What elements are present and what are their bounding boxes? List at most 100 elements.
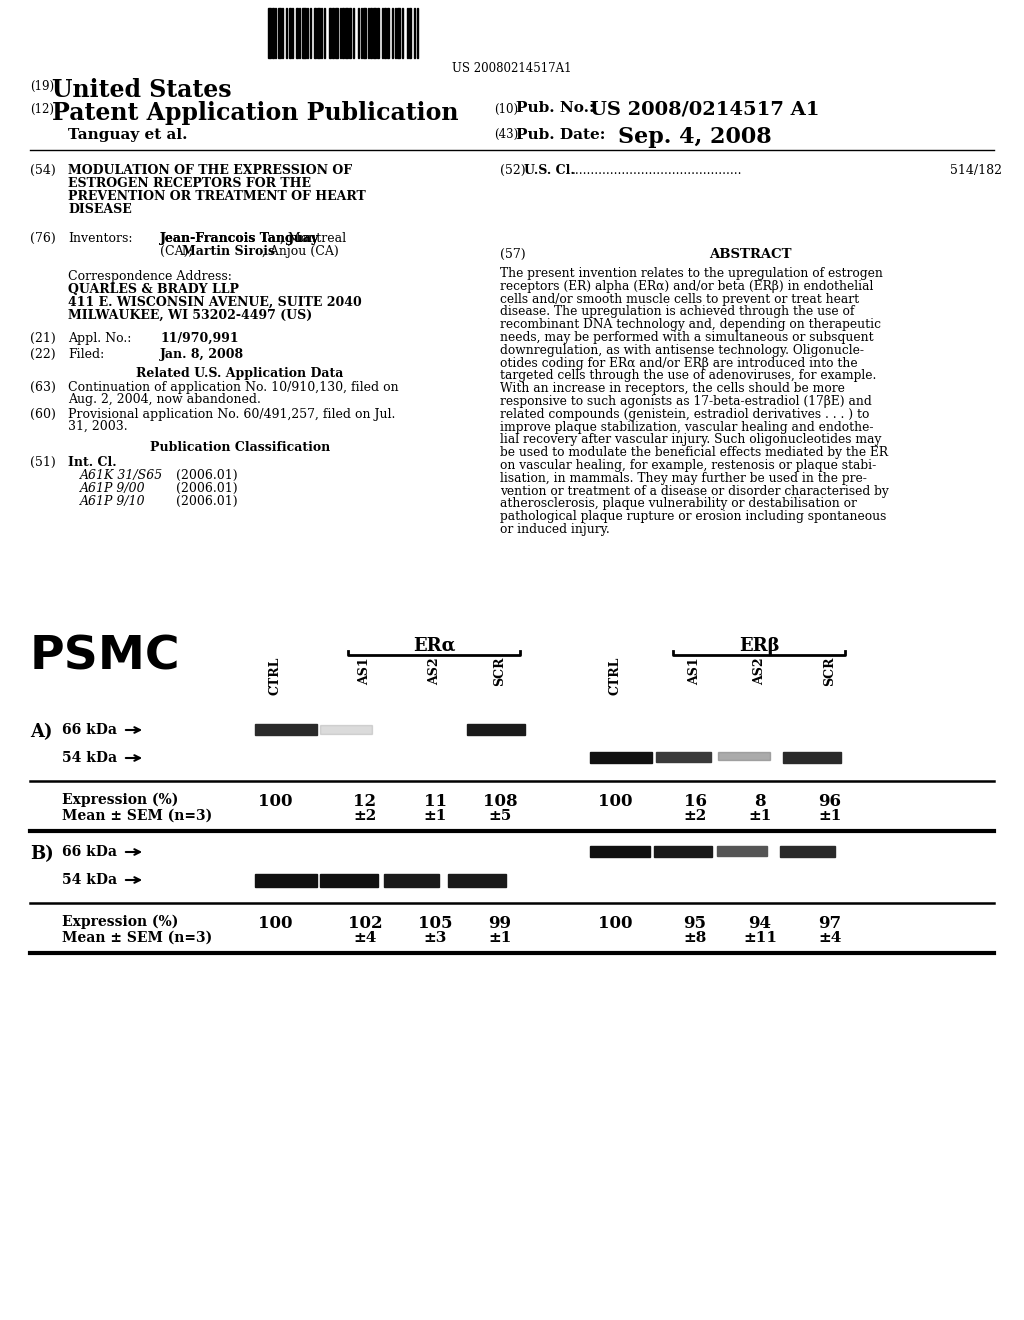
Text: 66 kDa: 66 kDa	[62, 723, 117, 737]
Text: ±4: ±4	[353, 931, 377, 945]
Text: United States: United States	[52, 78, 231, 102]
Bar	[329, 8, 331, 58]
Text: ±1: ±1	[423, 809, 446, 822]
Bar	[255, 723, 317, 735]
Text: 100: 100	[598, 915, 632, 932]
Bar	[373, 8, 376, 58]
Text: Jean-Francois Tanguay: Jean-Francois Tanguay	[160, 232, 319, 246]
Text: ESTROGEN RECEPTORS FOR THE: ESTROGEN RECEPTORS FOR THE	[68, 177, 311, 190]
Text: 12: 12	[353, 793, 377, 810]
Text: 99: 99	[488, 915, 512, 932]
Bar	[349, 8, 351, 58]
Text: responsive to such agonists as 17-beta-estradiol (17βE) and: responsive to such agonists as 17-beta-e…	[500, 395, 871, 408]
Text: ±2: ±2	[683, 809, 707, 822]
Bar	[370, 8, 372, 58]
Text: Martin Sirois: Martin Sirois	[182, 246, 275, 257]
Bar	[342, 8, 344, 58]
Bar	[332, 8, 334, 58]
Bar	[314, 8, 316, 58]
Text: QUARLES & BRADY LLP: QUARLES & BRADY LLP	[68, 282, 239, 296]
Text: Publication Classification: Publication Classification	[150, 441, 330, 454]
Text: Patent Application Publication: Patent Application Publication	[52, 102, 459, 125]
Text: , Montreal: , Montreal	[280, 232, 346, 246]
Bar	[384, 8, 386, 58]
Text: 8: 8	[755, 793, 766, 810]
Text: otides coding for ERα and/or ERβ are introduced into the: otides coding for ERα and/or ERβ are int…	[500, 356, 858, 370]
Text: Mean ± SEM (n=3): Mean ± SEM (n=3)	[62, 809, 212, 822]
Text: ±8: ±8	[683, 931, 707, 945]
Bar	[384, 874, 439, 887]
Text: AS1: AS1	[358, 657, 372, 685]
Bar	[278, 8, 281, 58]
Bar	[467, 723, 525, 735]
Text: Inventors:: Inventors:	[68, 232, 132, 246]
Text: US 2008/0214517 A1: US 2008/0214517 A1	[590, 102, 819, 119]
Text: (2006.01): (2006.01)	[176, 482, 238, 495]
Text: 100: 100	[598, 793, 632, 810]
Bar	[345, 8, 348, 58]
Text: ±3: ±3	[423, 931, 446, 945]
Text: 96: 96	[818, 793, 842, 810]
Text: atherosclerosis, plaque vulnerability or destabilisation or: atherosclerosis, plaque vulnerability or…	[500, 498, 857, 511]
Text: or induced injury.: or induced injury.	[500, 523, 609, 536]
Text: PSMC: PSMC	[30, 635, 180, 680]
Text: Expression (%): Expression (%)	[62, 915, 178, 929]
Text: ±1: ±1	[488, 931, 512, 945]
Text: Expression (%): Expression (%)	[62, 793, 178, 808]
Text: Jean-Francois Tanguay: Jean-Francois Tanguay	[160, 232, 319, 246]
Bar	[377, 8, 379, 58]
Text: (51): (51)	[30, 455, 55, 469]
Bar	[409, 8, 411, 58]
Text: MODULATION OF THE EXPRESSION OF: MODULATION OF THE EXPRESSION OF	[68, 164, 352, 177]
Text: (10): (10)	[494, 103, 518, 116]
Text: A61K 31/S65: A61K 31/S65	[80, 469, 163, 482]
Text: (43): (43)	[494, 128, 518, 141]
Bar	[362, 8, 366, 58]
Text: A): A)	[30, 723, 52, 741]
Text: 97: 97	[818, 915, 842, 932]
Text: (19): (19)	[30, 81, 54, 92]
Text: Appl. No.:: Appl. No.:	[68, 333, 131, 345]
Text: Mean ± SEM (n=3): Mean ± SEM (n=3)	[62, 931, 212, 945]
Bar	[319, 725, 372, 734]
Text: Pub. No.:: Pub. No.:	[516, 102, 595, 115]
Text: 100: 100	[258, 915, 292, 932]
Text: A61P 9/00: A61P 9/00	[80, 482, 145, 495]
Text: SCR: SCR	[823, 657, 837, 686]
Text: downregulation, as with antisense technology. Oligonucle-: downregulation, as with antisense techno…	[500, 343, 864, 356]
Text: 105: 105	[418, 915, 453, 932]
Text: Related U.S. Application Data: Related U.S. Application Data	[136, 367, 344, 380]
Text: 54 kDa: 54 kDa	[62, 873, 117, 887]
Text: ±1: ±1	[749, 809, 772, 822]
Text: PREVENTION OR TREATMENT OF HEART: PREVENTION OR TREATMENT OF HEART	[68, 190, 366, 203]
Bar	[654, 846, 712, 857]
Text: ±2: ±2	[353, 809, 377, 822]
Text: 411 E. WISCONSIN AVENUE, SUITE 2040: 411 E. WISCONSIN AVENUE, SUITE 2040	[68, 296, 361, 309]
Text: 16: 16	[683, 793, 707, 810]
Bar	[783, 752, 841, 763]
Text: 54 kDa: 54 kDa	[62, 751, 117, 766]
Bar	[590, 752, 652, 763]
Bar	[268, 8, 271, 58]
Text: Continuation of application No. 10/910,130, filed on: Continuation of application No. 10/910,1…	[68, 381, 398, 393]
Text: ±11: ±11	[743, 931, 777, 945]
Text: needs, may be performed with a simultaneous or subsquent: needs, may be performed with a simultane…	[500, 331, 873, 345]
Text: 100: 100	[258, 793, 292, 810]
Text: receptors (ER) alpha (ERα) and/or beta (ERβ) in endothelial: receptors (ER) alpha (ERα) and/or beta (…	[500, 280, 873, 293]
Text: improve plaque stabilization, vascular healing and endothe-: improve plaque stabilization, vascular h…	[500, 421, 873, 433]
Bar	[718, 752, 770, 760]
Text: Pub. Date:: Pub. Date:	[516, 128, 605, 143]
Text: ............................................: ........................................…	[572, 164, 742, 177]
Bar	[780, 846, 835, 857]
Text: 66 kDa: 66 kDa	[62, 845, 117, 859]
Bar	[387, 8, 389, 58]
Text: cells and/or smooth muscle cells to prevent or treat heart: cells and/or smooth muscle cells to prev…	[500, 293, 859, 306]
Text: lial recovery after vascular injury. Such oligonucleotides may: lial recovery after vascular injury. Suc…	[500, 433, 882, 446]
Text: (12): (12)	[30, 103, 54, 116]
Text: 102: 102	[348, 915, 382, 932]
Text: lisation, in mammals. They may further be used in the pre-: lisation, in mammals. They may further b…	[500, 471, 867, 484]
Text: ±1: ±1	[818, 809, 842, 822]
Text: (CA);: (CA);	[160, 246, 197, 257]
Bar	[717, 846, 767, 855]
Bar	[335, 8, 338, 58]
